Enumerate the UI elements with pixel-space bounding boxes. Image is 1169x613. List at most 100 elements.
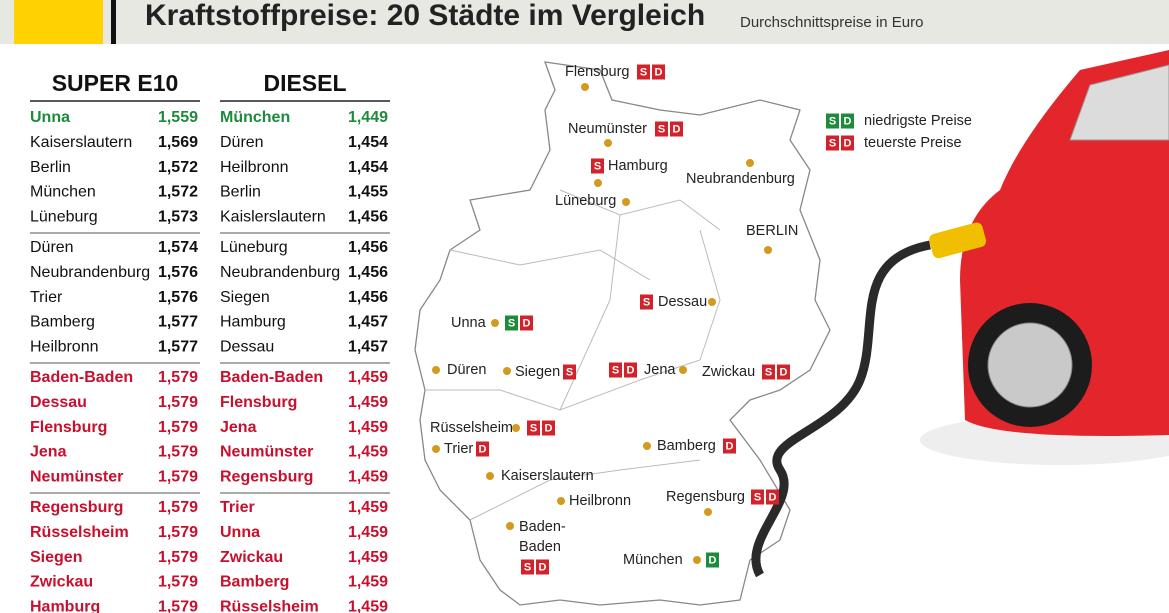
price: 1,579 bbox=[158, 524, 198, 541]
price: 1,559 bbox=[158, 109, 198, 126]
city-name: Neumünster bbox=[220, 444, 313, 461]
city-dot bbox=[557, 497, 565, 505]
city-name: Berlin bbox=[220, 184, 261, 201]
price: 1,573 bbox=[158, 208, 198, 225]
header-band bbox=[0, 0, 1169, 44]
badge bbox=[542, 420, 555, 436]
price: 1,449 bbox=[348, 109, 388, 126]
car-rim bbox=[987, 322, 1073, 408]
header-accent bbox=[14, 0, 103, 44]
badge bbox=[609, 362, 622, 378]
city-name: Jena bbox=[30, 444, 67, 461]
price: 1,459 bbox=[348, 468, 388, 485]
badge bbox=[723, 438, 736, 454]
badge-letter: D bbox=[780, 366, 788, 378]
badge-letter: D bbox=[545, 422, 553, 434]
city-dot bbox=[604, 139, 612, 147]
price: 1,457 bbox=[348, 314, 388, 331]
state-borders bbox=[425, 189, 721, 521]
city-name: Lüneburg bbox=[30, 208, 98, 225]
city-name: Unna bbox=[220, 524, 260, 541]
price: 1,459 bbox=[348, 549, 388, 566]
price: 1,459 bbox=[348, 499, 388, 516]
badge-letter: D bbox=[726, 440, 734, 452]
city-label: Unna bbox=[451, 315, 487, 331]
city-name: Unna bbox=[30, 109, 70, 126]
badge-letter: D bbox=[655, 66, 663, 78]
city-name: Flensburg bbox=[220, 394, 297, 411]
city-dot bbox=[581, 83, 589, 91]
badge-letter: S bbox=[566, 366, 573, 378]
city-label: Neumünster bbox=[568, 121, 647, 137]
city-label: Regensburg bbox=[666, 489, 745, 505]
city-name: Rüsselsheim bbox=[30, 524, 129, 541]
badge bbox=[505, 315, 518, 331]
city-dot bbox=[764, 246, 772, 254]
city-name: Heilbronn bbox=[30, 338, 98, 355]
city-label: Baden bbox=[519, 539, 561, 555]
city-name: Zwickau bbox=[30, 574, 93, 591]
badge-letter: D bbox=[523, 317, 531, 329]
city-name: Baden-Baden bbox=[30, 369, 133, 386]
price: 1,576 bbox=[158, 264, 198, 281]
city-name: Kaislerslautern bbox=[220, 208, 326, 225]
price: 1,572 bbox=[158, 159, 198, 176]
city-name: Flensburg bbox=[30, 419, 107, 436]
badge bbox=[640, 294, 653, 310]
city-label: Dessau bbox=[658, 294, 707, 310]
price: 1,454 bbox=[348, 134, 388, 151]
city-name: Baden-Baden bbox=[220, 369, 323, 386]
badge bbox=[841, 135, 854, 151]
badge bbox=[706, 552, 719, 568]
badge bbox=[563, 364, 576, 380]
city-name: Regensburg bbox=[30, 499, 123, 516]
price: 1,455 bbox=[348, 184, 388, 201]
price: 1,456 bbox=[348, 289, 388, 306]
city-name: Lüneburg bbox=[220, 239, 288, 256]
badge-letter: S bbox=[508, 317, 515, 329]
city-label: München bbox=[623, 552, 683, 568]
price: 1,456 bbox=[348, 208, 388, 225]
badge-letter: D bbox=[627, 364, 635, 376]
badge bbox=[777, 364, 790, 380]
city-dot bbox=[643, 442, 651, 450]
nozzle bbox=[929, 222, 987, 259]
city-name: Bamberg bbox=[220, 574, 289, 591]
badge bbox=[826, 113, 839, 129]
city-name: Trier bbox=[220, 499, 255, 516]
city-name: Neumünster bbox=[30, 468, 123, 485]
badge-letter: D bbox=[844, 137, 852, 149]
city-dot bbox=[432, 445, 440, 453]
table-title: DIESEL bbox=[263, 70, 346, 96]
badge bbox=[766, 489, 779, 505]
city-dot bbox=[679, 366, 687, 374]
price: 1,579 bbox=[158, 549, 198, 566]
city-label: Neubrandenburg bbox=[686, 171, 795, 187]
car-window bbox=[1069, 64, 1169, 141]
price: 1,576 bbox=[158, 289, 198, 306]
badge-letter: D bbox=[479, 443, 487, 455]
city-name: München bbox=[220, 109, 290, 126]
city-label: Düren bbox=[447, 362, 487, 378]
badge bbox=[762, 364, 775, 380]
hose bbox=[751, 240, 931, 578]
city-label: BERLIN bbox=[746, 223, 798, 239]
city-dot bbox=[506, 522, 514, 530]
city-label: Kaiserslautern bbox=[501, 468, 594, 484]
price: 1,459 bbox=[348, 574, 388, 591]
price: 1,459 bbox=[348, 419, 388, 436]
badge bbox=[527, 420, 540, 436]
badge bbox=[536, 559, 549, 575]
price: 1,577 bbox=[158, 314, 198, 331]
badge-letter: D bbox=[539, 561, 547, 573]
price: 1,579 bbox=[158, 598, 198, 613]
city-name: Heilbronn bbox=[220, 159, 288, 176]
price: 1,456 bbox=[348, 239, 388, 256]
price: 1,459 bbox=[348, 394, 388, 411]
city-name: Zwickau bbox=[220, 549, 283, 566]
badge-letter: S bbox=[829, 137, 836, 149]
legend-label: teuerste Preise bbox=[864, 135, 962, 151]
city-dot bbox=[491, 319, 499, 327]
city-name: München bbox=[30, 184, 96, 201]
